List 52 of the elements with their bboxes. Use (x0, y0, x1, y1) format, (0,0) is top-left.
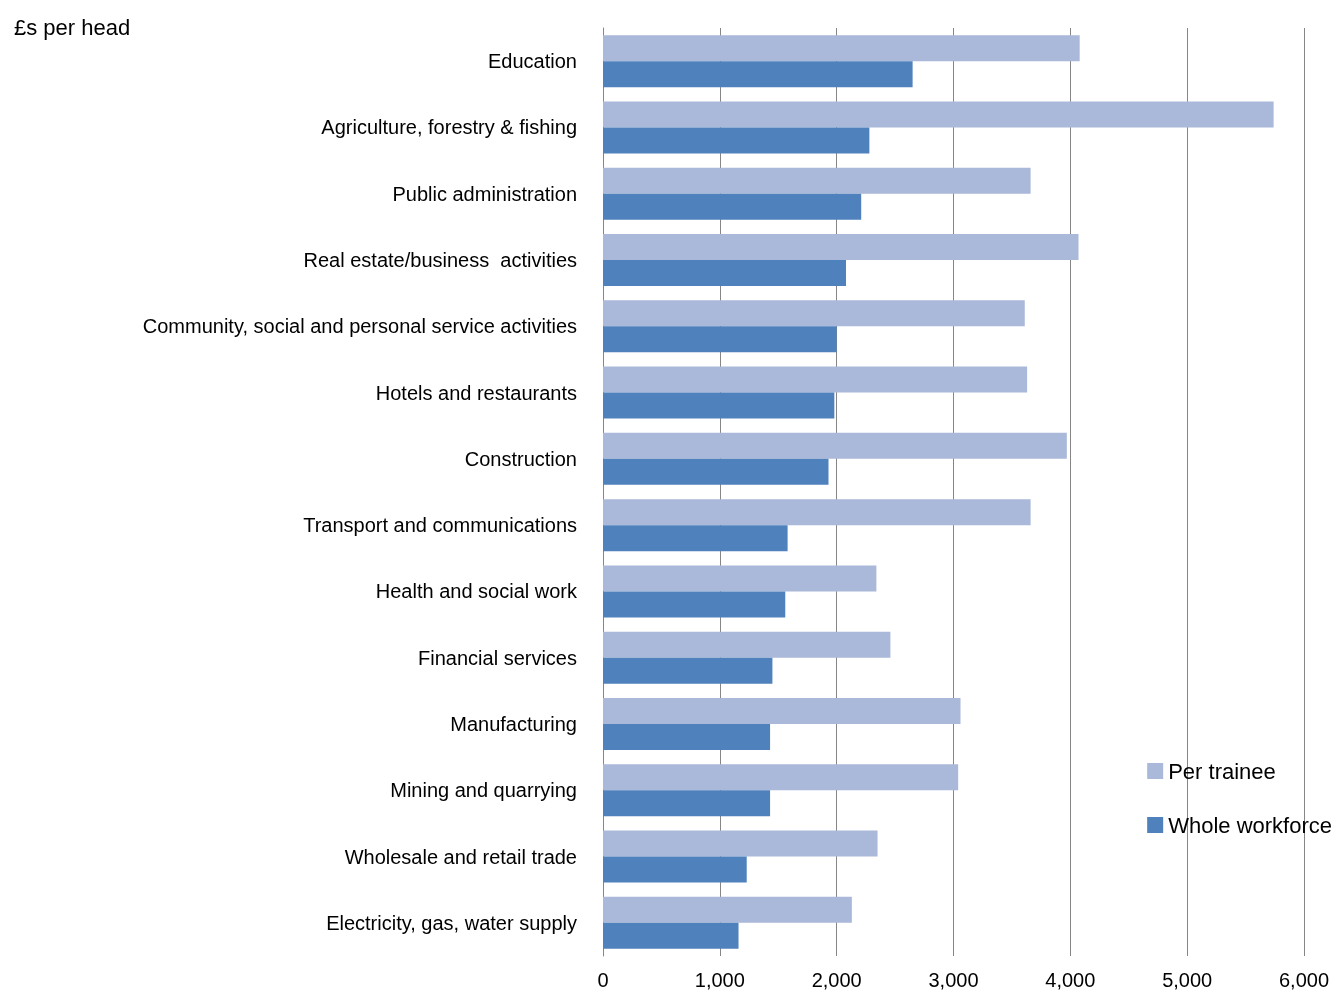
bar (603, 234, 1079, 260)
x-tick-label: 5,000 (1162, 969, 1213, 991)
y-tick-label: Community, social and personal service activities (142, 315, 577, 338)
bar (603, 591, 786, 618)
x-tick-label: 1,000 (694, 969, 745, 991)
bar (603, 326, 837, 353)
x-tick-label: 6,000 (1278, 969, 1330, 991)
bar (603, 631, 891, 658)
bar (603, 366, 1028, 393)
y-tick-label: Wholesale and retail trade (344, 845, 577, 868)
x-tick-label: 4,000 (1045, 969, 1096, 991)
x-axis-title: £s per head (14, 14, 131, 40)
bar (603, 525, 788, 552)
y-tick-label: Mining and quarrying (390, 779, 577, 802)
bar (603, 392, 835, 419)
bar (603, 193, 862, 220)
legend-label: Per trainee (1168, 758, 1276, 784)
x-tick-label: 3,000 (928, 969, 979, 991)
bar (603, 764, 959, 791)
bar (603, 922, 739, 949)
y-tick-label: Education (488, 50, 577, 73)
y-tick-label: Hotels and restaurants (375, 381, 577, 404)
y-tick-label: Public administration (392, 182, 577, 205)
bar (603, 856, 747, 883)
y-tick-label: Health and social work (375, 580, 578, 603)
bar (603, 127, 870, 154)
y-tick-label: Transport and communications (303, 514, 577, 537)
bar (603, 830, 878, 857)
bar (603, 565, 877, 592)
y-tick-label: Construction (464, 447, 577, 470)
bar (603, 61, 913, 88)
y-tick-label: Manufacturing (450, 713, 577, 735)
bar (603, 432, 1067, 459)
bar (603, 790, 771, 817)
bar (603, 499, 1031, 526)
y-tick-label: Electricity, gas, water supply (326, 911, 577, 934)
bar (603, 896, 852, 923)
bar (603, 698, 961, 724)
y-tick-label: Real estate/business activities (303, 249, 577, 271)
y-tick-label: Agriculture, forestry & fishing (321, 116, 577, 139)
bar (603, 657, 773, 684)
legend-label: Whole workforce (1168, 812, 1333, 838)
x-tick-label: 2,000 (811, 969, 862, 991)
bar (603, 724, 771, 750)
bar (603, 300, 1025, 327)
bar (603, 167, 1031, 194)
bar (603, 458, 829, 485)
bar (603, 35, 1080, 62)
bar (603, 101, 1274, 128)
x-tick-label: 0 (597, 969, 609, 991)
y-tick-label: Financial services (418, 646, 577, 669)
bar (603, 260, 847, 286)
